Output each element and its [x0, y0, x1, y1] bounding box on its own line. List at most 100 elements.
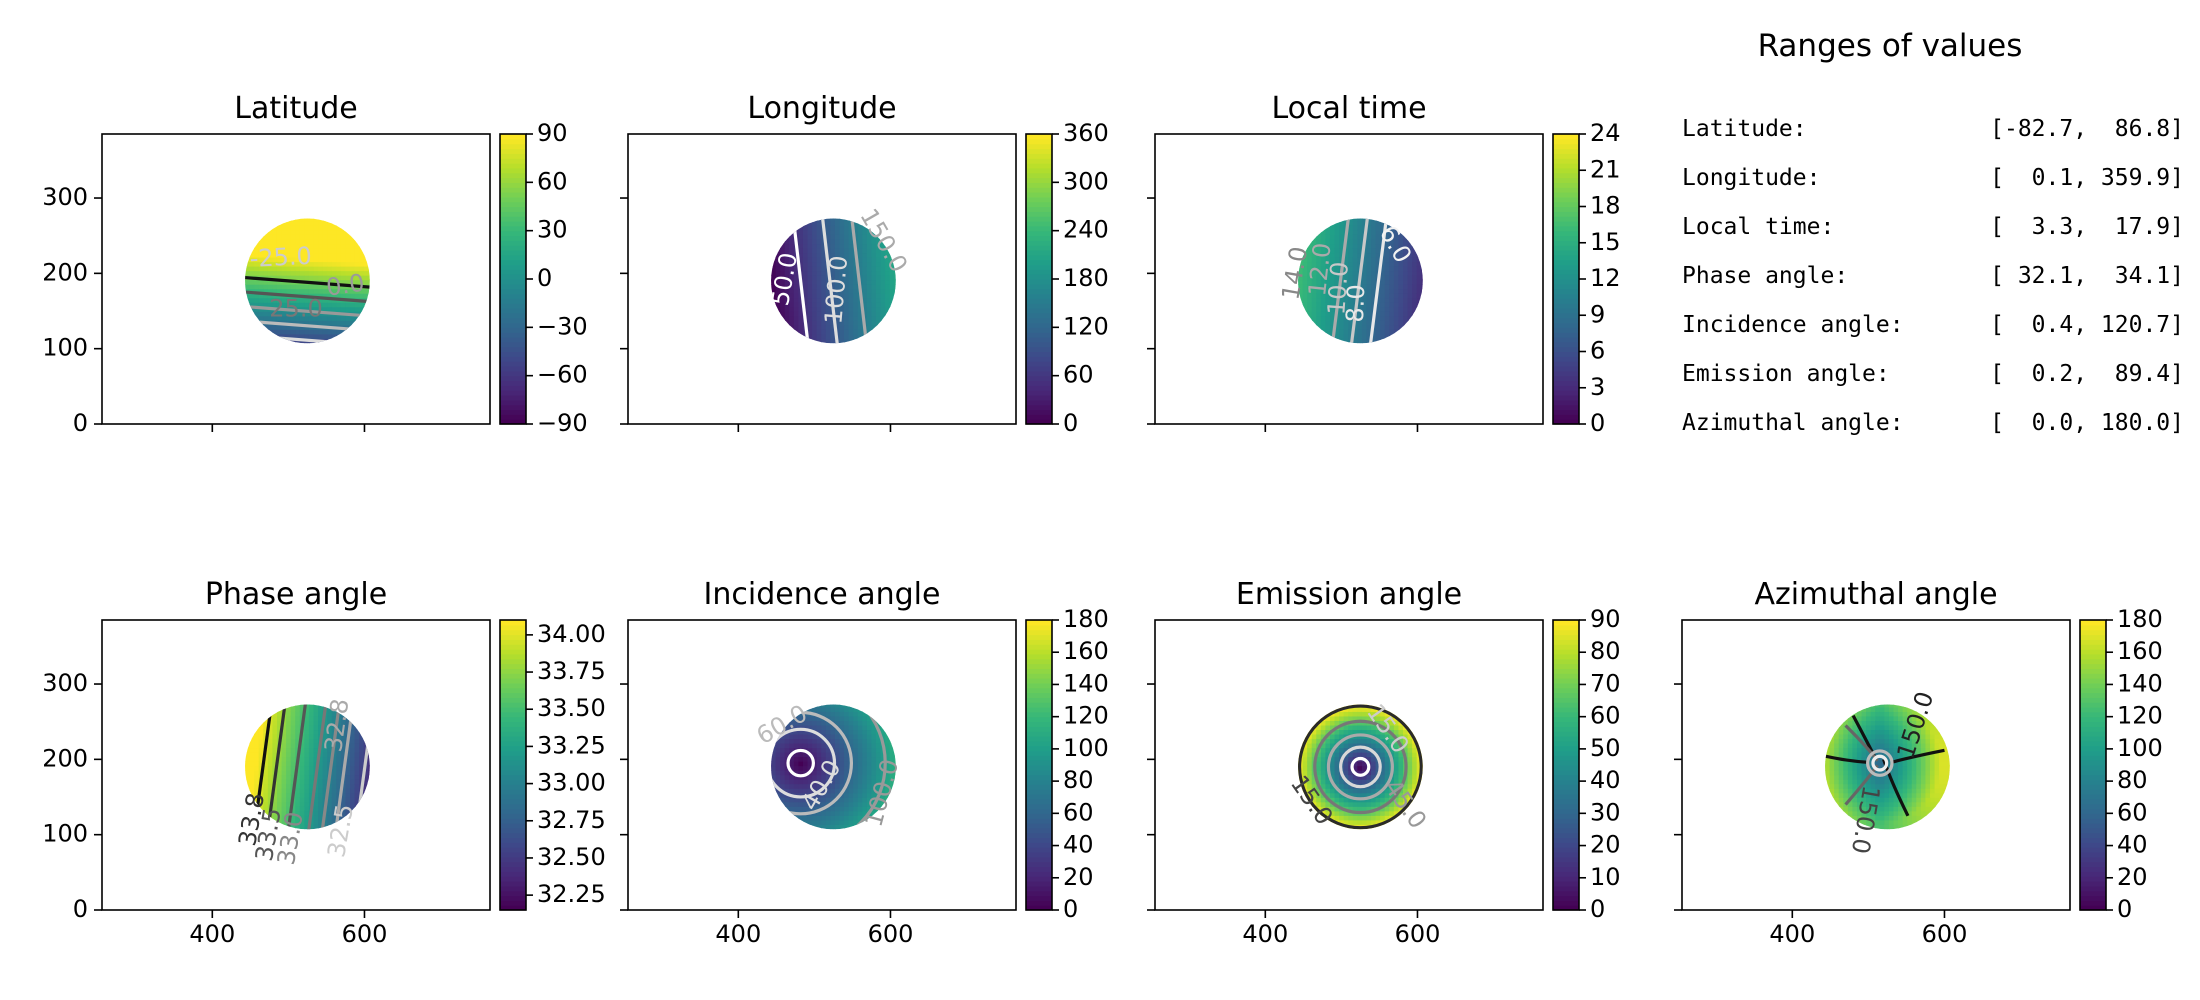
range-label: Longitude:	[1682, 165, 1821, 191]
colorbar-segment	[1026, 395, 1052, 401]
colorbar-segment	[500, 312, 526, 319]
colorbar-segment	[1553, 332, 1579, 338]
colorbar-segment	[1026, 196, 1052, 203]
colorbar-segment	[2080, 895, 2106, 901]
colorbar-segment	[2080, 726, 2106, 732]
colorbar-segment	[2080, 803, 2106, 810]
colorbar-segment	[2080, 774, 2106, 781]
colorbar-frame	[1552, 619, 1580, 911]
disk-image	[771, 218, 896, 344]
range-row-azimuthal-angle: Azimuthal angle: [ 0.0, 180.0]	[1682, 410, 2184, 440]
colorbar-segment	[1026, 351, 1052, 357]
colorbar-segment	[1026, 385, 1052, 391]
range-label: Azimuthal angle:	[1682, 410, 1904, 436]
colorbar-segment	[500, 341, 526, 348]
colorbar-segment	[1026, 235, 1052, 241]
colorbar-tick-label: −60	[537, 361, 588, 389]
colorbar-segment	[1553, 823, 1579, 829]
colorbar-tick-label: 0	[1063, 409, 1078, 437]
colorbar-segment	[1553, 182, 1579, 188]
colorbar-segment	[500, 361, 526, 367]
colorbar-tick-label: 240	[1063, 216, 1109, 244]
colorbar-segment	[500, 856, 526, 863]
colorbar-segment	[500, 629, 526, 636]
colorbar: 180 160 140 120 100 80 60 40 20 0	[1025, 605, 1109, 923]
colorbar-segment	[1553, 663, 1579, 669]
colorbar-segment	[1553, 740, 1579, 747]
colorbar-segment	[500, 881, 526, 887]
colorbar-segment	[500, 861, 526, 868]
contour-line	[1349, 218, 1370, 344]
colorbar-segment	[1553, 755, 1579, 761]
contour-label: 25.0	[269, 295, 322, 323]
colorbar-segment	[1553, 163, 1579, 169]
contour-line	[1866, 749, 1894, 777]
colorbar-segment	[1026, 279, 1052, 285]
colorbar-segment	[2080, 866, 2106, 872]
colorbar-segment	[1026, 245, 1052, 251]
axes-frame	[1154, 619, 1544, 911]
colorbar-segment	[1553, 264, 1579, 270]
colorbar-segment	[1553, 900, 1579, 906]
colorbar-segment	[1553, 172, 1579, 179]
colorbar-segment	[1553, 390, 1579, 396]
colorbar-segment	[2080, 755, 2106, 761]
colorbar-segment	[2080, 823, 2106, 829]
colorbar-segment	[500, 678, 526, 684]
colorbar-segment	[500, 798, 526, 805]
colorbar-segment	[500, 692, 526, 698]
colorbar-segment	[500, 366, 526, 372]
colorbar-segment	[1553, 341, 1579, 348]
colorbar-segment	[1553, 279, 1579, 285]
range-value: [ 3.3, 17.9]	[1990, 214, 2184, 240]
range-row-longitude: Longitude: [ 0.1, 359.9]	[1682, 165, 2184, 195]
colorbar-tick-label: 30	[537, 216, 568, 244]
colorbar-tick-label: 140	[2117, 669, 2163, 697]
colorbar-frame	[1025, 619, 1053, 911]
colorbar-segment	[500, 716, 526, 723]
colorbar-segment	[1553, 322, 1579, 328]
contour-line	[771, 704, 887, 830]
x-tick-label: 600	[342, 920, 388, 948]
colorbar-segment	[500, 895, 526, 901]
colorbar-segment	[500, 230, 526, 237]
colorbar-tick-label: 30	[1590, 798, 1621, 826]
colorbar-segment	[1553, 905, 1579, 911]
contour-line	[286, 704, 308, 830]
colorbar-segment	[500, 196, 526, 203]
colorbar-segment	[500, 337, 526, 343]
axes-frame	[1154, 133, 1544, 425]
colorbar-segment	[1026, 813, 1052, 819]
colorbar-segment	[1026, 702, 1052, 708]
colorbar-segment	[2080, 885, 2106, 892]
colorbar-segment	[1026, 380, 1052, 386]
colorbar-segment	[500, 322, 526, 328]
ranges-panel: Ranges of values Latitude: [-82.7, 86.8]…	[1670, 0, 2190, 440]
colorbar-segment	[2080, 740, 2106, 747]
x-tick-label: 600	[1395, 920, 1441, 948]
colorbar-segment	[500, 351, 526, 357]
colorbar-tick-label: 60	[1063, 361, 1094, 389]
colorbar-segment	[500, 163, 526, 169]
colorbar-segment	[500, 765, 526, 771]
colorbar-segment	[500, 663, 526, 669]
colorbar-segment	[500, 283, 526, 290]
colorbar-segment	[500, 682, 526, 689]
colorbar: 90 60 30 0 −30 −60 −90	[499, 119, 588, 437]
colorbar-segment	[1026, 187, 1052, 193]
panel-title: Azimuthal angle	[1754, 577, 1997, 612]
colorbar-tick-label: 180	[2117, 605, 2163, 633]
colorbar-segment	[500, 201, 526, 208]
colorbar-segment	[1026, 673, 1052, 679]
colorbar-tick-label: 300	[1063, 167, 1109, 195]
colorbar-segment	[2080, 808, 2106, 814]
colorbar-segment	[500, 624, 526, 631]
colorbar-segment	[2080, 649, 2106, 655]
colorbar-segment	[1553, 687, 1579, 694]
colorbar-segment	[500, 760, 526, 766]
colorbar-segment	[500, 167, 526, 174]
colorbar-segment	[2080, 832, 2106, 839]
x-tick-label: 600	[868, 920, 914, 948]
colorbar-segment	[500, 740, 526, 747]
colorbar-segment	[2080, 736, 2106, 742]
